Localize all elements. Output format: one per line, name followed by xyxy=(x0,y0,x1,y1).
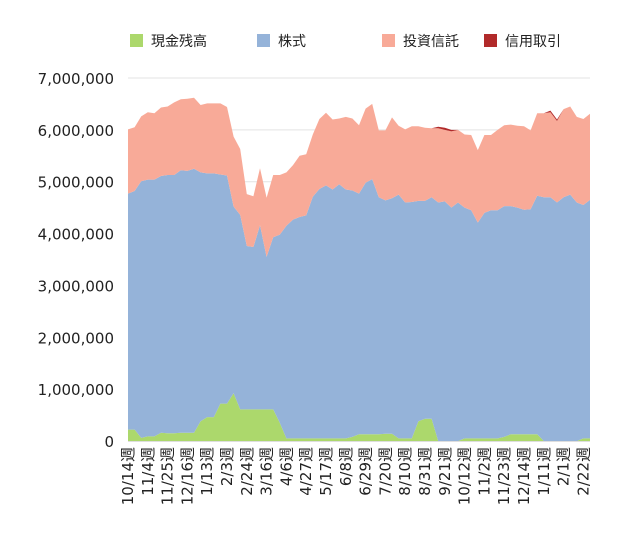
legend-label: 信用取引 xyxy=(505,34,561,50)
legend-swatch xyxy=(257,34,270,47)
x-tick-label: 10/14週 xyxy=(119,447,137,505)
legend-item: 株式 xyxy=(257,34,306,50)
area-series-3 xyxy=(128,97,590,257)
x-tick-label: 11/25週 xyxy=(159,447,177,505)
legend-swatch xyxy=(382,34,395,47)
area-series-group xyxy=(128,97,590,441)
legend-item: 信用取引 xyxy=(484,34,561,50)
y-tick-label: 0 xyxy=(104,433,114,451)
legend-label: 株式 xyxy=(278,34,306,50)
x-tick-label: 11/2週 xyxy=(475,447,493,496)
x-tick-label: 2/1週 xyxy=(555,447,573,486)
y-axis: 0 1,000,000 2,000,000 3,000,000 4,000,000 5,0… xyxy=(38,70,114,451)
x-tick-label: 4/6週 xyxy=(277,447,295,486)
y-tick-label: 1,000,000 xyxy=(38,381,114,399)
x-axis: 10/14週 11/4週 11/25週 12/16週 1/13週 2/3週 2/24週 3/1… xyxy=(119,447,592,505)
x-tick-label: 7/20週 xyxy=(376,447,394,496)
x-tick-label: 1/11週 xyxy=(535,447,553,496)
y-tick-label: 2,000,000 xyxy=(38,329,114,347)
y-tick-label: 4,000,000 xyxy=(38,226,114,244)
x-tick-label: 6/29週 xyxy=(357,447,375,496)
y-tick-label: 6,000,000 xyxy=(38,122,114,140)
legend-item: 投資信託 xyxy=(382,34,459,50)
x-tick-label: 8/31週 xyxy=(416,447,434,496)
x-tick-label: 9/21週 xyxy=(436,447,454,496)
x-tick-label: 8/10週 xyxy=(396,447,414,496)
y-tick-label: 5,000,000 xyxy=(38,174,114,192)
x-tick-label: 12/14週 xyxy=(515,447,533,505)
x-tick-label: 3/16週 xyxy=(258,447,276,496)
x-tick-label: 10/12週 xyxy=(456,447,474,505)
legend-label: 現金残高 xyxy=(151,33,207,50)
x-tick-label: 2/22週 xyxy=(574,447,592,496)
x-tick-label: 1/13週 xyxy=(198,447,216,496)
legend-swatch xyxy=(484,34,497,47)
x-tick-label: 5/17週 xyxy=(317,447,335,496)
area-series-2 xyxy=(128,168,590,441)
legend-item: 現金残高 xyxy=(130,33,207,50)
x-tick-label: 4/27週 xyxy=(297,447,315,496)
x-tick-label: 12/16週 xyxy=(178,447,196,505)
x-tick-label: 2/24週 xyxy=(238,447,256,496)
legend-label: 投資信託 xyxy=(403,34,459,50)
legend: 現金残高 株式 投資信託 信用取引 xyxy=(130,33,561,50)
y-tick-label: 7,000,000 xyxy=(38,70,114,88)
y-tick-label: 3,000,000 xyxy=(38,277,114,295)
x-tick-label: 2/3週 xyxy=(218,447,236,486)
area-series-1 xyxy=(128,393,590,441)
x-tick-label: 11/4週 xyxy=(139,447,157,496)
legend-swatch xyxy=(130,34,143,47)
x-tick-label: 6/8週 xyxy=(337,447,355,486)
x-tick-label: 11/23週 xyxy=(495,447,513,505)
